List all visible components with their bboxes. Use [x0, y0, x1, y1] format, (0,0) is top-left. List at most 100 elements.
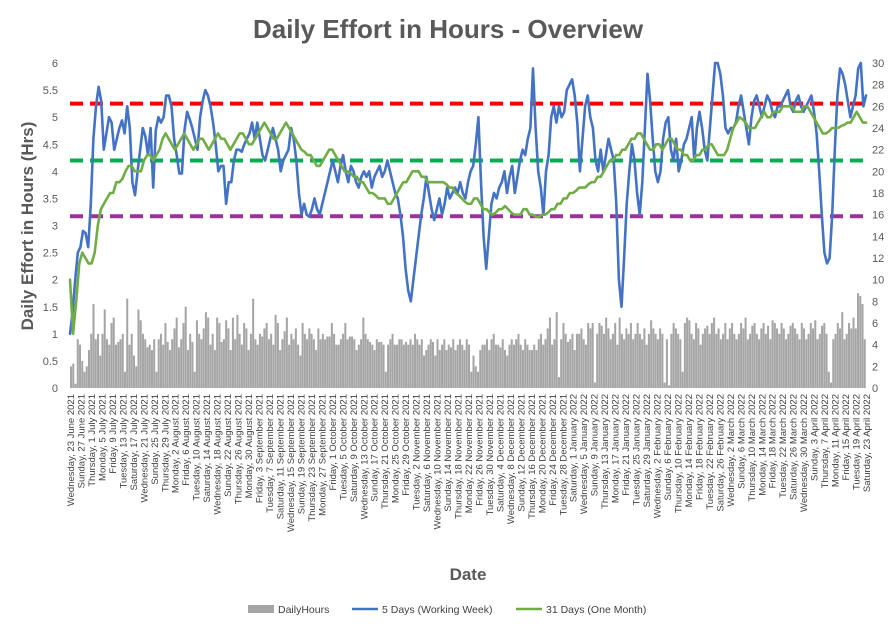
bar	[609, 339, 612, 388]
bar	[582, 339, 585, 388]
bar	[222, 339, 225, 388]
bar	[366, 339, 369, 388]
y2-tick-label: 14	[872, 231, 884, 243]
bar	[339, 339, 342, 388]
bar	[177, 347, 180, 389]
bar	[74, 383, 77, 388]
bar	[420, 339, 423, 388]
bar	[83, 371, 86, 388]
bar	[468, 344, 471, 388]
bar	[186, 350, 189, 388]
bar	[157, 339, 160, 388]
bar	[661, 333, 664, 388]
y-tick-label: 1.5	[43, 302, 58, 314]
bar	[474, 366, 477, 388]
bar	[198, 333, 201, 388]
bar	[393, 344, 396, 388]
bar	[414, 333, 417, 388]
bar	[105, 339, 108, 388]
bar	[643, 328, 646, 388]
x-tick-label: Sunday, 3 April 2022	[810, 394, 821, 481]
bar	[686, 317, 689, 388]
bar	[728, 328, 731, 388]
bar	[620, 333, 623, 388]
x-tick-label: Monday, 27 September 2021	[317, 394, 328, 516]
bar	[216, 317, 219, 388]
x-axis-title: Date	[450, 565, 487, 584]
bar	[670, 333, 673, 388]
bar	[238, 333, 241, 388]
bar	[427, 344, 430, 388]
bar	[724, 323, 727, 388]
bar	[148, 344, 151, 388]
bar	[389, 339, 392, 388]
bar	[744, 317, 747, 388]
x-tick-label: Friday, 26 November 2021	[475, 394, 486, 506]
bar	[92, 304, 95, 388]
bar	[335, 344, 338, 388]
bar	[701, 333, 704, 388]
bar	[211, 333, 214, 388]
bar	[94, 339, 97, 388]
bar	[285, 317, 288, 388]
bar	[328, 336, 331, 388]
bar	[321, 333, 324, 388]
bar	[357, 344, 360, 388]
bar	[209, 344, 212, 388]
bar	[153, 339, 156, 388]
x-tick-label: Wednesday, 15 September 2021	[286, 394, 297, 532]
bar	[418, 344, 421, 388]
bar	[265, 323, 268, 388]
bar	[443, 339, 446, 388]
x-tick-label: Friday, 29 October 2021	[401, 394, 412, 496]
bar	[647, 333, 650, 388]
x-tick-label: Sunday, 22 August 2021	[223, 394, 234, 497]
x-tick-label: Saturday, 11 September 2021	[276, 394, 287, 519]
x-tick-label: Saturday, 4 December 2021	[495, 394, 506, 512]
x-tick-label: Thursday, 10 March 2022	[747, 394, 758, 502]
bar	[668, 385, 671, 388]
bar	[710, 323, 713, 388]
bar	[330, 323, 333, 388]
bar	[369, 341, 372, 388]
bar	[818, 333, 821, 388]
bar	[692, 339, 695, 388]
bar	[742, 328, 745, 388]
bar	[270, 333, 273, 388]
x-tick-label: Sunday, 6 March 2022	[736, 394, 747, 489]
bar	[297, 344, 300, 388]
bar	[769, 339, 772, 388]
x-tick-label: Thursday, 16 December 2021	[527, 394, 538, 519]
bar	[391, 333, 394, 388]
bar	[832, 339, 835, 388]
bar	[717, 328, 720, 388]
y2-tick-label: 26	[872, 101, 884, 113]
y2-tick-label: 16	[872, 210, 884, 222]
bar	[243, 323, 246, 388]
x-tick-label: Saturday, 9 October 2021	[349, 394, 360, 502]
x-tick-label: Wednesday, 13 October 2021	[359, 394, 370, 519]
bar	[108, 344, 111, 388]
x-axis: Wednesday, 23 June 2021 Sunday, 27 June 2…	[66, 394, 873, 532]
bar	[794, 328, 797, 388]
bar	[261, 336, 264, 388]
bar	[272, 344, 275, 388]
bar	[333, 333, 336, 388]
bar	[836, 323, 839, 388]
bar	[70, 366, 73, 388]
bar	[398, 339, 401, 388]
x-tick-label: Saturday, 6 November 2021	[422, 394, 433, 512]
bar	[236, 314, 239, 389]
bar	[656, 339, 659, 388]
bar	[337, 344, 340, 388]
bar	[488, 350, 491, 388]
x-tick-label: Monday, 11 April 2022	[831, 394, 842, 487]
bar	[800, 323, 803, 388]
x-tick-label: Sunday, 14 November 2021	[443, 394, 454, 512]
bar	[279, 350, 282, 388]
bar	[132, 355, 135, 388]
bar	[627, 333, 630, 388]
y2-tick-label: 24	[872, 123, 884, 135]
bar	[180, 339, 183, 388]
bar	[290, 333, 293, 388]
